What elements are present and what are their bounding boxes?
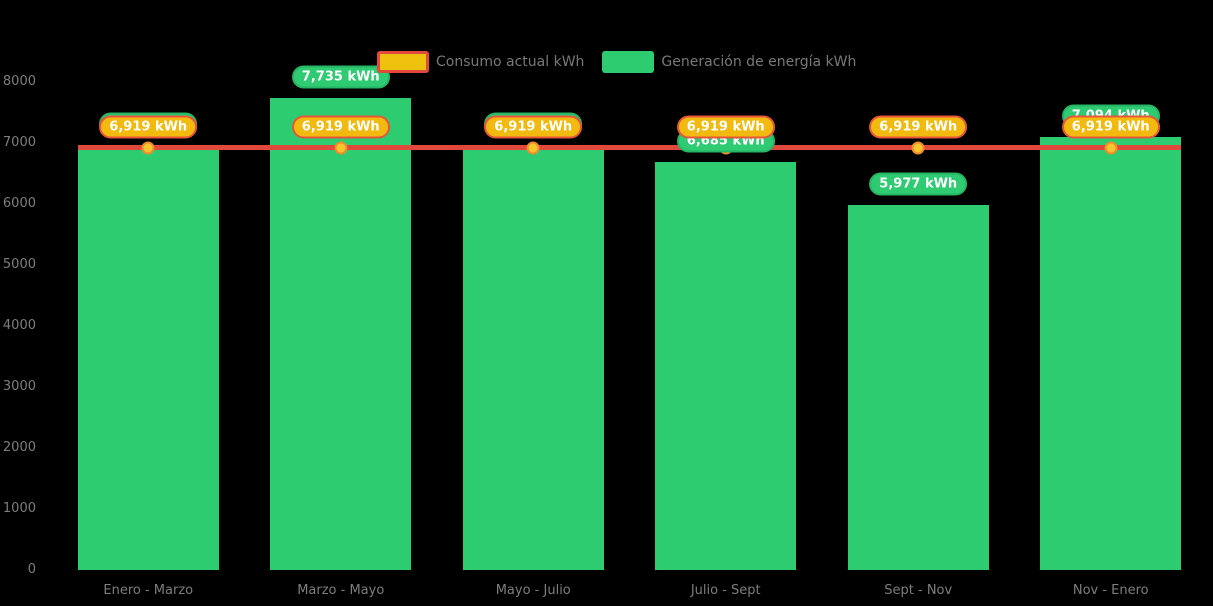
bar-generacion[interactable] (462, 144, 604, 570)
x-axis-label: Nov - Enero (1072, 583, 1149, 598)
legend-item-consumo[interactable]: Consumo actual kWh (377, 51, 584, 73)
badge-consumo: 6,919 kWh (484, 115, 583, 138)
y-tick-label: 6000 (2, 195, 36, 211)
bar-generacion[interactable] (655, 161, 797, 570)
line-marker[interactable] (526, 141, 540, 154)
consumo-swatch-icon (377, 51, 429, 73)
x-axis-label: Enero - Marzo (103, 583, 194, 598)
badge-generacion: 7,735 kWh (291, 65, 390, 89)
line-consumo (77, 145, 1182, 150)
badge-generacion: 5,977 kWh (869, 172, 968, 196)
legend-label-generacion: Generación de energía kWh (661, 54, 857, 70)
bar-generacion[interactable] (847, 205, 989, 570)
x-axis-label: Mayo - Julio (495, 583, 571, 598)
badge-consumo: 6,919 kWh (291, 115, 390, 138)
y-tick-label: 4000 (2, 317, 36, 333)
y-tick-label: 3000 (2, 378, 36, 394)
y-tick-label: 5000 (2, 256, 36, 272)
y-tick-label: 8000 (2, 73, 36, 89)
legend-label-consumo: Consumo actual kWh (436, 54, 585, 70)
y-tick-label: 1000 (2, 500, 36, 516)
chart-legend: Consumo actual kWh Generación de energía… (377, 51, 856, 73)
y-tick-label: 2000 (2, 439, 36, 455)
bar-generacion[interactable] (77, 144, 219, 570)
line-marker[interactable] (334, 141, 348, 154)
x-axis-label: Sept - Nov (884, 583, 953, 598)
x-axis-label: Julio - Sept (690, 583, 761, 598)
line-marker[interactable] (141, 141, 155, 154)
badge-consumo: 6,919 kWh (676, 115, 775, 138)
y-tick-label: 0 (27, 562, 36, 577)
legend-item-generacion[interactable]: Generación de energía kWh (602, 51, 856, 73)
badge-consumo: 6,919 kWh (1061, 115, 1160, 138)
x-axis-label: Marzo - Mayo (297, 583, 385, 598)
badge-consumo: 6,919 kWh (869, 115, 968, 138)
line-marker[interactable] (911, 141, 925, 154)
bar-generacion[interactable] (270, 97, 412, 570)
y-tick-label: 7000 (2, 134, 36, 150)
generacion-swatch-icon (602, 51, 655, 73)
badge-consumo: 6,919 kWh (99, 115, 198, 138)
bar-generacion[interactable] (1040, 136, 1182, 570)
line-marker[interactable] (1104, 141, 1118, 154)
